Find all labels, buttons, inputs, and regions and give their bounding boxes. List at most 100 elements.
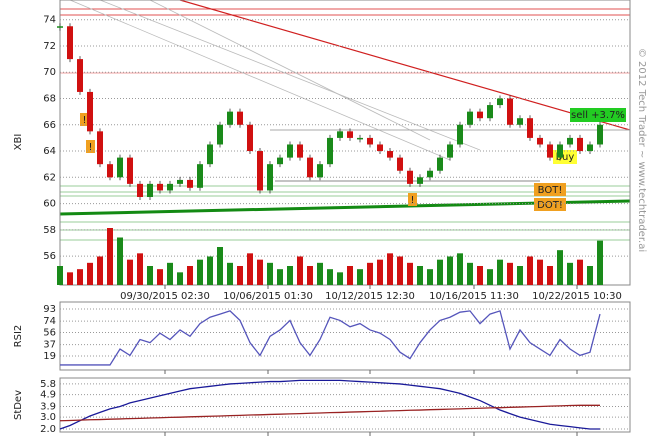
candle [197,164,203,188]
candle [147,183,153,198]
volume-bar [327,269,333,285]
candle [97,131,103,165]
volume-bar [487,269,493,285]
y-tick-label: 56 [43,251,56,262]
volume-bar [167,262,173,285]
volume-bar [307,266,313,285]
series-line [59,379,600,430]
candle [297,144,303,158]
x-tick-label: 10/16/2015 11:30 [429,291,519,302]
x-tick-label: 10/12/2015 12:30 [325,291,415,302]
volume-bar [237,266,243,285]
volume-bar [507,262,513,285]
candle [587,144,593,152]
candle [57,26,63,28]
y-tick-label: 5.8 [40,379,56,390]
y-tick-label: 37 [43,340,56,351]
volume-bar [127,259,133,285]
candle [87,91,93,132]
y-tick-label: 74 [43,316,56,327]
annotation: ! [82,115,86,126]
volume-bar [197,259,203,285]
volume-bar [257,259,263,285]
candle [467,111,473,125]
candle [127,157,133,184]
volume-bar [187,266,193,285]
volume-bar [77,269,83,285]
y-tick-label: 3.0 [40,412,56,423]
volume-bar [87,262,93,285]
y-tick-label: 4.9 [40,390,56,401]
candle [457,124,463,145]
y-tick-label: 2.0 [40,424,56,435]
panel-frames [59,0,631,433]
candle [117,157,123,178]
volume-bar [497,259,503,285]
y-tick-label: 60 [43,199,56,210]
annotation: ! [88,142,92,153]
annotation: BOT! [538,185,563,196]
volume-bar [267,262,273,285]
candle [317,164,323,178]
volume-bar [377,259,383,285]
candle [217,124,223,145]
candle [227,111,233,125]
candle [137,183,143,198]
x-tick-label: 09/30/2015 02:30 [120,291,210,302]
candle [397,157,403,171]
y-axis-label: RSI2 [13,325,24,348]
volume-bar [517,266,523,285]
volume-bar [107,228,113,285]
candle [177,179,183,184]
volume-bar [247,253,253,285]
annotations: sell +3.7% buy BOT! DOT! ! ! ! [80,108,626,211]
y-tick-label: 72 [43,41,56,52]
y-tick-label: 3.9 [40,401,56,412]
volume-bar [587,266,593,285]
annotation: buy [556,152,575,163]
y-tick-label: 70 [43,67,56,78]
volume-bar [447,256,453,285]
volume-bar [567,262,573,285]
candle [537,137,543,145]
candle [437,157,443,171]
candle [447,144,453,158]
volume-bar [277,269,283,285]
volume-bar [227,262,233,285]
candle [367,137,373,145]
y-tick-label: 93 [43,304,56,315]
candle [247,124,253,152]
candle [287,144,293,158]
annotation: sell +3.7% [571,110,625,121]
candle [477,111,483,119]
candle [347,131,353,138]
candle [377,144,383,152]
series-line [59,404,600,422]
candle [597,124,603,145]
candle [77,59,83,92]
volume-bar [387,253,393,285]
candle [337,131,343,138]
candle [277,157,283,165]
candle [427,170,433,178]
candle [497,98,503,106]
annotation: DOT! [537,200,563,211]
volume-bar [547,266,553,285]
volume-bar [117,237,123,285]
volume-bar [347,266,353,285]
y-tick-label: 68 [43,94,56,105]
volume-bar [597,240,603,285]
volume-bar [57,266,63,285]
candle [67,26,73,60]
volume-bar [477,266,483,285]
x-tick-label: 10/06/2015 01:30 [223,291,313,302]
volume-bar [147,266,153,285]
volume-bar [427,269,433,285]
candle [157,183,163,191]
volume-bar [467,262,473,285]
candle [577,137,583,152]
volume-bar [527,256,533,285]
volume-bar [537,259,543,285]
volume-bar [67,272,73,285]
